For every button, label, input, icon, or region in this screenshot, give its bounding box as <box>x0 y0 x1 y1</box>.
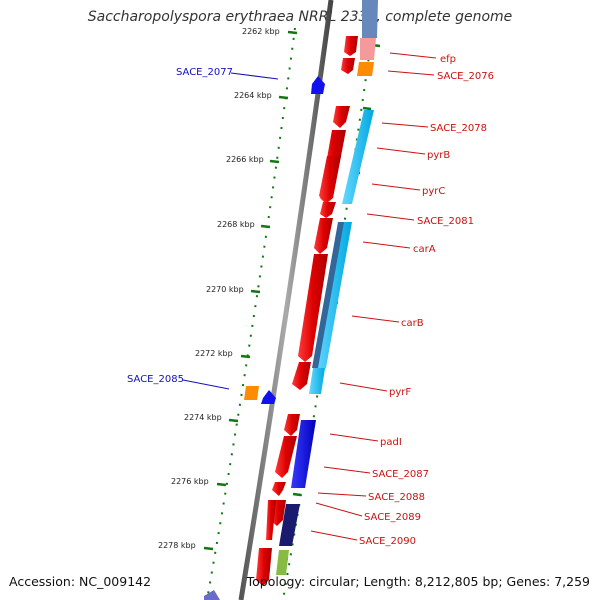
label-sace-2087: SACE_2087 <box>372 469 429 480</box>
gene-bottom-reverse[interactable] <box>204 590 220 600</box>
blast-block <box>362 0 378 38</box>
gene-red[interactable] <box>256 548 272 586</box>
forward-genes <box>256 36 358 586</box>
gene-sace-2090-feature[interactable] <box>279 504 300 546</box>
blast-track <box>276 0 378 575</box>
label-sace-2081: SACE_2081 <box>417 216 474 227</box>
label-efp: efp <box>440 54 456 65</box>
scale-label-2264: 2264 kbp <box>234 91 272 100</box>
gene-carB[interactable] <box>298 254 328 362</box>
label-sace-2090: SACE_2090 <box>359 536 416 547</box>
blast-block-pink <box>360 38 376 60</box>
gene-padI-partner[interactable] <box>291 420 316 488</box>
blast-block-green <box>276 550 289 575</box>
accession-text: Accession: NC_009142 <box>9 574 152 589</box>
scale-labels: 2262 kbp 2264 kbp 2266 kbp 2268 kbp 2270… <box>158 27 280 550</box>
scale-label-2268: 2268 kbp <box>217 220 255 229</box>
scale-label-2266: 2266 kbp <box>226 155 264 164</box>
label-sace-2077: SACE_2077 <box>176 67 233 78</box>
gene-sace-2081[interactable] <box>320 202 336 218</box>
blast-block <box>309 368 325 394</box>
scale-label-2272: 2272 kbp <box>195 349 233 358</box>
label-sace-2076: SACE_2076 <box>437 71 494 82</box>
gene-pyrF[interactable] <box>292 362 311 390</box>
label-sace-2078: SACE_2078 <box>430 123 487 134</box>
gene-sace-2085[interactable] <box>261 390 276 404</box>
gene-sace-2088[interactable] <box>272 482 286 496</box>
blast-block <box>342 110 374 204</box>
blast-block-dark <box>312 222 344 368</box>
gene-padI[interactable] <box>284 414 300 436</box>
right-callout-lines <box>310 52 437 541</box>
scale-tick-marks <box>203 30 381 561</box>
label-pyrF: pyrF <box>389 387 411 398</box>
gene-sace-2085-feature[interactable] <box>244 386 259 400</box>
left-callout-lines <box>182 72 279 390</box>
label-padI: padI <box>380 437 402 448</box>
label-carB: carB <box>401 318 424 329</box>
label-sace-2085: SACE_2085 <box>127 374 184 385</box>
scale-label-2270: 2270 kbp <box>206 285 244 294</box>
gene-pyrC[interactable] <box>319 156 341 202</box>
left-gene-labels: SACE_2077 SACE_2085 <box>127 67 233 385</box>
gene-efp[interactable] <box>344 36 358 56</box>
topology-text: Topology: circular; Length: 8,212,805 bp… <box>246 574 590 589</box>
gene-carA[interactable] <box>314 218 333 254</box>
gene-sace-2076-feature[interactable] <box>357 62 374 76</box>
scale-label-2276: 2276 kbp <box>171 477 209 486</box>
label-sace-2089: SACE_2089 <box>364 512 421 523</box>
label-pyrC: pyrC <box>422 186 445 197</box>
gene-sace-2077[interactable] <box>311 76 325 94</box>
map-title: Saccharopolyspora erythraea NRRL 2338, c… <box>87 9 513 25</box>
gene-sace-2090[interactable] <box>266 500 276 540</box>
label-sace-2088: SACE_2088 <box>368 492 425 503</box>
gene-sace-2078[interactable] <box>333 106 350 128</box>
gene-sace-2087[interactable] <box>275 436 297 478</box>
scale-label-2278: 2278 kbp <box>158 541 196 550</box>
scale-label-2262: 2262 kbp <box>242 27 280 36</box>
right-gene-labels: efp SACE_2076 SACE_2078 pyrB pyrC SACE_2… <box>359 54 494 547</box>
label-pyrB: pyrB <box>427 150 450 161</box>
scale-label-2274: 2274 kbp <box>184 413 222 422</box>
gene-sace-2076[interactable] <box>341 58 355 74</box>
label-carA: carA <box>413 244 436 255</box>
